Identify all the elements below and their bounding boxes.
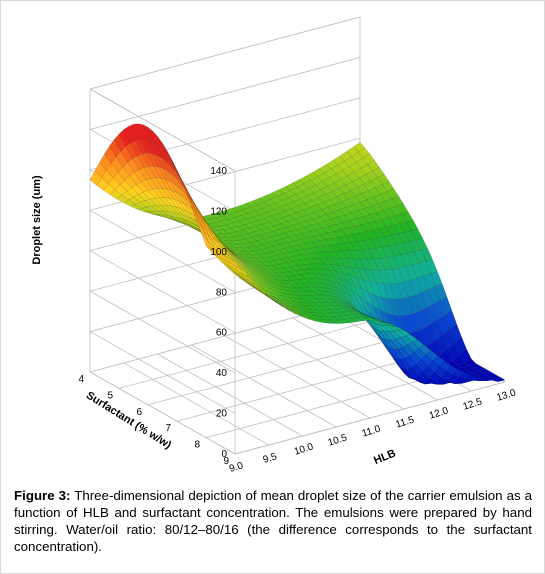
x-tick-label: 10.5 bbox=[327, 432, 349, 448]
surface-facet bbox=[392, 325, 405, 331]
x-gridline-floor bbox=[292, 317, 438, 401]
x-gridline-floor bbox=[224, 335, 371, 419]
y-gridline-floor bbox=[234, 381, 506, 455]
surface-facet bbox=[284, 307, 296, 315]
x-tick-label: 9.5 bbox=[262, 451, 279, 466]
x-tick-label: 13.0 bbox=[495, 387, 517, 403]
surface-facet bbox=[371, 318, 384, 322]
y-tick-label: 5 bbox=[107, 390, 113, 401]
z-axis-title: Droplet size (um) bbox=[31, 175, 43, 265]
y-gridline-floor bbox=[147, 332, 419, 406]
surface-facet bbox=[425, 350, 438, 362]
y-tick-label: 9 bbox=[223, 456, 229, 467]
z-tick-label: 120 bbox=[210, 206, 227, 217]
z-gridline-left-wall bbox=[89, 209, 236, 293]
surface-facet bbox=[398, 330, 411, 337]
z-tick-label: 140 bbox=[210, 166, 227, 177]
y-tick-label: 6 bbox=[136, 407, 142, 418]
z-gridline-left-wall bbox=[89, 290, 236, 374]
x-axis-title: HLB bbox=[372, 447, 398, 467]
z-tick-label: 60 bbox=[216, 328, 228, 339]
x-gridline-floor bbox=[258, 326, 404, 410]
surface-facet bbox=[263, 293, 276, 302]
x-gridline-floor bbox=[191, 344, 337, 428]
surface-facet bbox=[385, 322, 398, 327]
z-gridline-back-wall bbox=[89, 16, 361, 90]
z-gridline-left-wall bbox=[89, 88, 236, 172]
x-gridline-floor bbox=[157, 353, 303, 437]
z-tick-label: 100 bbox=[210, 247, 227, 258]
y-gridline-floor bbox=[118, 316, 390, 389]
x-tick-label: 9.0 bbox=[228, 460, 245, 475]
x-tick-label: 12.0 bbox=[428, 405, 450, 421]
z-gridline-left-wall bbox=[89, 331, 236, 414]
surface-facet bbox=[351, 317, 364, 322]
caption-text: Three-dimensional depiction of mean drop… bbox=[14, 488, 532, 554]
y-tick-label: 4 bbox=[78, 374, 84, 385]
z-tick-label: 20 bbox=[216, 409, 228, 420]
z-gridline-back-wall bbox=[89, 57, 361, 130]
x-gridline-floor bbox=[123, 362, 269, 446]
y-axis-title: Surfactant (% w/w) bbox=[84, 389, 174, 451]
surface-chart: 0 20 40 60 80 100 120 140 4 5 6 7 8 9 9.0 9.5 10.0 10.5 11… bbox=[31, 16, 518, 475]
axis-ticks: 0 20 40 60 80 100 120 140 4 5 6 7 8 9 9.0 9.5 10.0 10.5 11… bbox=[78, 166, 517, 475]
y-tick-label: 8 bbox=[194, 440, 200, 451]
z-tick-label: 80 bbox=[216, 287, 228, 298]
x-gridline-floor bbox=[89, 371, 236, 455]
surface-facet bbox=[236, 267, 249, 278]
surface-facet bbox=[257, 287, 269, 297]
z-tick-label: 0 bbox=[221, 449, 227, 460]
surface-facet bbox=[230, 259, 242, 271]
z-gridline-left-wall bbox=[89, 250, 236, 334]
surface-facet bbox=[472, 376, 486, 382]
caption-label: Figure 3: bbox=[14, 488, 71, 503]
figure-caption: Figure 3: Three-dimensional depiction of… bbox=[14, 487, 532, 555]
z-tick-label: 40 bbox=[216, 368, 228, 379]
x-tick-label: 12.5 bbox=[462, 396, 484, 412]
x-tick-label: 10.0 bbox=[293, 441, 315, 457]
y-tick-label: 7 bbox=[165, 423, 171, 434]
surface-mesh bbox=[89, 123, 506, 385]
x-tick-label: 11.5 bbox=[394, 414, 416, 430]
surface-facet bbox=[290, 310, 303, 318]
x-tick-label: 11.0 bbox=[361, 423, 383, 439]
